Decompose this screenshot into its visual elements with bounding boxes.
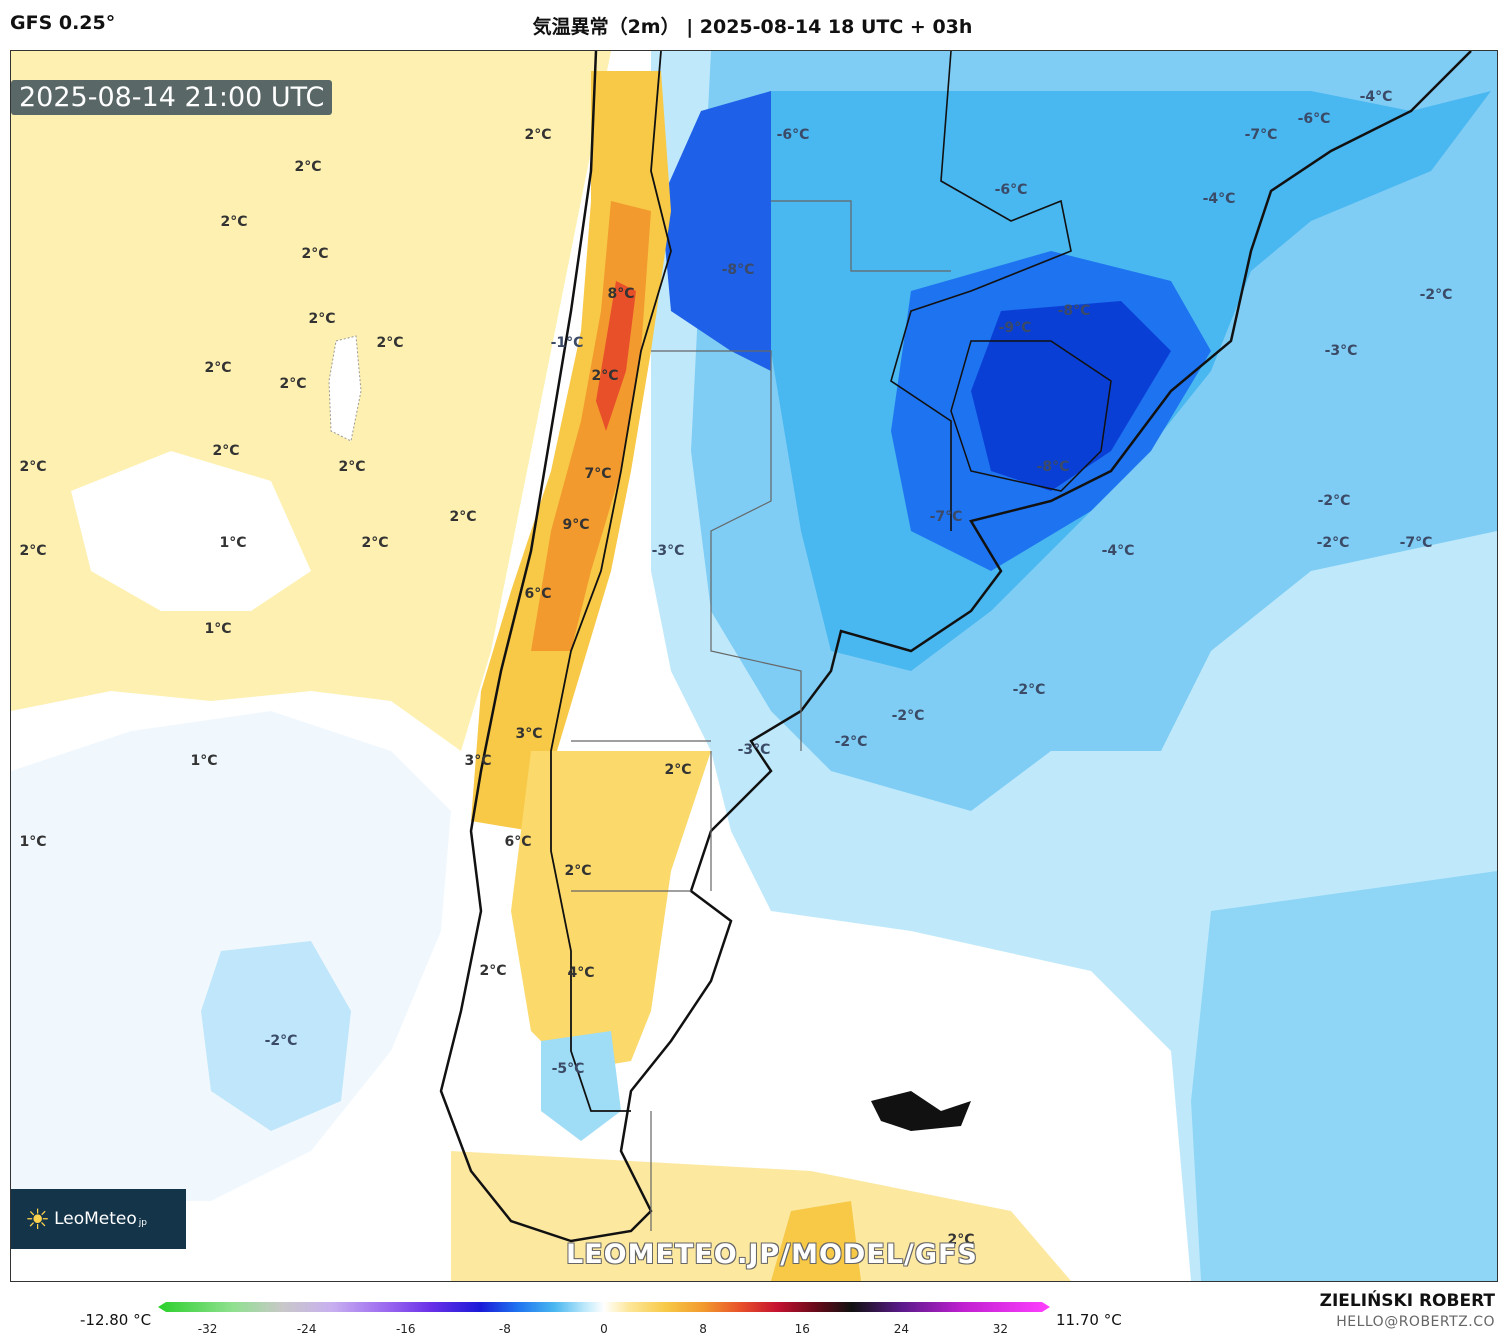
anomaly-label: -7°C bbox=[929, 509, 963, 525]
anomaly-label: 3°C bbox=[515, 726, 543, 742]
anomaly-label: -4°C bbox=[1101, 543, 1135, 559]
anomaly-label: 2°C bbox=[591, 368, 619, 384]
pacific-cold-patch bbox=[201, 941, 351, 1131]
anomaly-label: -1°C bbox=[550, 335, 584, 351]
anomaly-label: 2°C bbox=[301, 246, 329, 262]
core-cold-deep bbox=[971, 301, 1171, 491]
anomaly-label: -3°C bbox=[737, 742, 771, 758]
anomaly-label: 2°C bbox=[449, 509, 477, 525]
colorbar-tick-label: 32 bbox=[992, 1322, 1009, 1336]
colorbar-tick-label: -16 bbox=[395, 1322, 416, 1336]
pacific-white-patch bbox=[71, 451, 311, 611]
anomaly-label: 2°C bbox=[19, 459, 47, 475]
anomaly-label: -2°C bbox=[1317, 493, 1351, 509]
leometeo-logo[interactable]: ☀ LeoMeteo jp bbox=[11, 1189, 186, 1249]
anomaly-label: -8°C bbox=[1057, 303, 1091, 319]
anomaly-label: -6°C bbox=[776, 127, 810, 143]
andes-hot-core bbox=[596, 281, 636, 431]
anomaly-label: 2°C bbox=[220, 214, 248, 230]
colorbar-max-label: 11.70 °C bbox=[1056, 1311, 1122, 1329]
map-title: 気温異常（2m） | 2025-08-14 18 UTC + 03h bbox=[532, 16, 973, 38]
anomaly-label: 2°C bbox=[212, 443, 240, 459]
colorbar: -12.80 °C -32 -24 -16 -8 0 8 16 24 32 11.70 °C bbox=[0, 1292, 1505, 1338]
colorbar-tick-label: 16 bbox=[794, 1322, 810, 1336]
sun-icon: ☀ bbox=[25, 1202, 51, 1236]
anomaly-label: -5°C bbox=[551, 1061, 585, 1077]
country-border-2 bbox=[890, 51, 1072, 531]
colorbar-min-label: -12.80 °C bbox=[80, 1311, 152, 1329]
anomaly-label: 4°C bbox=[567, 965, 595, 981]
lake-patch bbox=[328, 335, 362, 442]
anomaly-label: 2°C bbox=[376, 335, 404, 351]
anomaly-label: -8°C bbox=[1036, 459, 1070, 475]
anomaly-label: -7°C bbox=[1244, 127, 1278, 143]
anomaly-label: -8°C bbox=[721, 262, 755, 278]
author-name: ZIELIŃSKI ROBERT bbox=[1319, 1291, 1495, 1311]
site-watermark: LEOMETEO.JP/MODEL/GFS bbox=[566, 1239, 978, 1270]
anomaly-label: 2°C bbox=[19, 543, 47, 559]
anomaly-label: -4°C bbox=[1359, 89, 1393, 105]
anomaly-label: 2°C bbox=[294, 159, 322, 175]
anomaly-label: 2°C bbox=[308, 311, 336, 327]
anomaly-label: 2°C bbox=[479, 963, 507, 979]
anomaly-label: -6°C bbox=[1297, 111, 1331, 127]
anomaly-label: -3°C bbox=[1324, 343, 1358, 359]
anomaly-label: 8°C bbox=[607, 286, 635, 302]
anomaly-label: -6°C bbox=[994, 182, 1028, 198]
uruguay-border bbox=[950, 340, 1112, 492]
colorbar-tick-label: -8 bbox=[498, 1322, 511, 1336]
anomaly-label: 2°C bbox=[947, 1232, 975, 1248]
anomaly-label: -3°C bbox=[651, 543, 685, 559]
anomaly-label: 6°C bbox=[504, 834, 532, 850]
patagonia-cold-patch bbox=[541, 1031, 621, 1141]
anomaly-label: 2°C bbox=[338, 459, 366, 475]
valid-time-badge: 2025-08-14 21:00 UTC bbox=[11, 80, 333, 115]
falkland-islands bbox=[871, 1091, 971, 1131]
anomaly-label: -9°C bbox=[998, 320, 1032, 336]
colorbar-gradient bbox=[158, 1302, 1050, 1312]
country-border bbox=[550, 51, 672, 1112]
anomaly-label: -2°C bbox=[264, 1033, 298, 1049]
andes-cold-strip bbox=[661, 91, 771, 371]
anomaly-label: 7°C bbox=[584, 466, 612, 482]
colorbar-tick-label: 8 bbox=[699, 1322, 707, 1336]
anomaly-label: 6°C bbox=[524, 586, 552, 602]
logo-suffix: jp bbox=[138, 1218, 148, 1228]
anomaly-label: 1°C bbox=[19, 834, 47, 850]
anomaly-label: 2°C bbox=[204, 360, 232, 376]
model-label: GFS 0.25° bbox=[10, 12, 116, 34]
anomaly-label: 2°C bbox=[664, 762, 692, 778]
patagonia-warm bbox=[511, 751, 711, 1071]
south-warm-strong bbox=[771, 1201, 861, 1281]
colorbar-tick-label: -24 bbox=[296, 1322, 317, 1336]
author-email[interactable]: HELLO@ROBERTZ.CO bbox=[1336, 1314, 1495, 1330]
anomaly-label: -4°C bbox=[1202, 191, 1236, 207]
logo-text: LeoMeteo bbox=[54, 1209, 137, 1229]
coastline bbox=[439, 51, 1472, 1243]
anomaly-label: 2°C bbox=[524, 127, 552, 143]
map-panel[interactable]: 2025-08-14 21:00 UTC 2°C 2°C 2°C 2°C 2°C 2°C 2… bbox=[10, 50, 1498, 1282]
anomaly-label: -7°C bbox=[1399, 535, 1433, 551]
colorbar-tick-label: -32 bbox=[197, 1322, 218, 1336]
anomaly-label: 2°C bbox=[564, 863, 592, 879]
anomaly-label: -2°C bbox=[834, 734, 868, 750]
colorbar-tick-label: 24 bbox=[893, 1322, 909, 1336]
anomaly-label: 1°C bbox=[204, 621, 232, 637]
anomaly-label: -2°C bbox=[1419, 287, 1453, 303]
temperature-anomaly-map bbox=[11, 51, 1497, 1281]
southeast-cold bbox=[1191, 871, 1497, 1281]
south-warm-anomaly bbox=[451, 1151, 1071, 1281]
anomaly-label: -2°C bbox=[1012, 682, 1046, 698]
colorbar-tick-label: 0 bbox=[600, 1322, 608, 1336]
anomaly-label: 3°C bbox=[464, 753, 492, 769]
anomaly-label: 1°C bbox=[190, 753, 218, 769]
anomaly-label: 1°C bbox=[219, 535, 247, 551]
province-borders bbox=[571, 200, 951, 1231]
anomaly-label: 2°C bbox=[361, 535, 389, 551]
anomaly-label: 9°C bbox=[562, 517, 590, 533]
anomaly-label: 2°C bbox=[279, 376, 307, 392]
anomaly-label: -2°C bbox=[891, 708, 925, 724]
anomaly-label: -2°C bbox=[1316, 535, 1350, 551]
